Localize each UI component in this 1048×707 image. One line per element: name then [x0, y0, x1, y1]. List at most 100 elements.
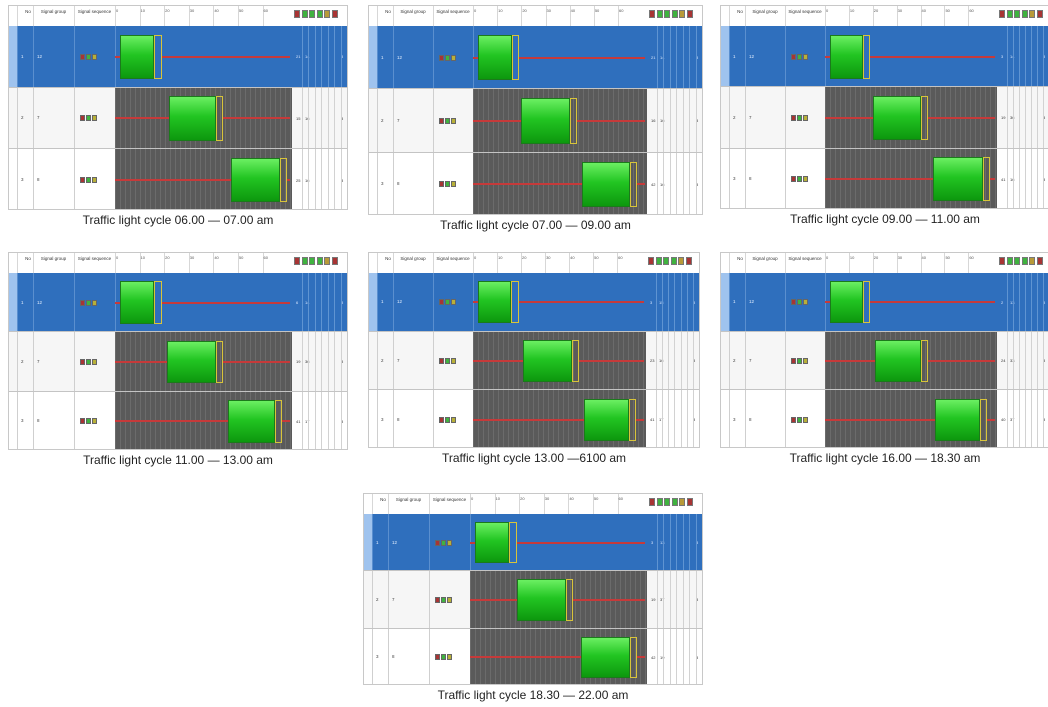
green-phase-block[interactable]: [829, 281, 864, 324]
row-selector[interactable]: [369, 332, 377, 390]
time-tick-label: 0: [474, 8, 477, 13]
duration-value: 16: [1010, 177, 1014, 182]
extra-value: 3: [693, 358, 696, 364]
table-row[interactable]: 2 7 19 37 3: [364, 571, 702, 629]
duration-value: 14: [305, 300, 310, 306]
header-no: No: [25, 9, 31, 14]
green-phase-block[interactable]: [228, 399, 275, 443]
time-tick-label: 50: [238, 8, 244, 13]
green-phase-block[interactable]: [875, 339, 921, 383]
signal-sequence-icon: [80, 177, 97, 184]
amber-phase-block: [565, 579, 574, 621]
offset-value: 23: [650, 358, 655, 364]
time-tick-label: 40: [921, 8, 926, 13]
row-selector[interactable]: [721, 390, 729, 447]
green-phase-block[interactable]: [119, 34, 155, 80]
green-phase-block[interactable]: [477, 281, 512, 324]
green-phase-block[interactable]: [829, 34, 864, 79]
table-row[interactable]: 1 12 3 14 3: [721, 26, 1048, 88]
row-selector[interactable]: [9, 273, 17, 332]
green-phase-block[interactable]: [474, 522, 510, 564]
row-selector[interactable]: [721, 87, 729, 147]
green-phase-block[interactable]: [523, 339, 572, 383]
table-row[interactable]: 3 8 41 17 3: [369, 390, 699, 447]
table-row[interactable]: 2 7 19 36 3: [9, 332, 347, 392]
signal-group-value: 8: [392, 654, 395, 660]
offset-value: 21: [651, 55, 656, 61]
table-row[interactable]: 3 8 40 37 3: [721, 390, 1048, 447]
table-row[interactable]: 3 8 41 16 3: [721, 148, 1048, 208]
duration-value: 13: [660, 540, 665, 546]
row-selector[interactable]: [369, 89, 377, 151]
table-row[interactable]: 1 12 3 15 3: [369, 273, 699, 332]
green-phase-block[interactable]: [583, 398, 630, 441]
row-number: 2: [733, 357, 736, 363]
table-row[interactable]: 1 12 6 14 3: [9, 273, 347, 333]
green-phase-block[interactable]: [169, 96, 216, 141]
green-phase-block[interactable]: [477, 34, 512, 81]
signal-group-value: 7: [397, 357, 400, 363]
header-signal-group: Signal group: [40, 9, 67, 14]
signal-sequence-icon: [435, 596, 452, 603]
green-phase-block[interactable]: [521, 98, 570, 144]
table-row[interactable]: 3 8 41 17 3: [9, 391, 347, 449]
header-signal-sequence: Signal sequence: [788, 256, 822, 261]
time-tick-label: 30: [544, 496, 550, 501]
duration-value: 16: [660, 181, 665, 187]
time-tick-label: 40: [570, 255, 575, 260]
row-selector[interactable]: [721, 26, 729, 87]
row-selector[interactable]: [9, 88, 17, 149]
table-row[interactable]: 1 12 21 14 3: [9, 26, 347, 88]
row-selector[interactable]: [369, 26, 377, 89]
green-phase-block[interactable]: [872, 95, 921, 141]
signal-sequence-icon: [435, 654, 452, 661]
red-phase-bar: [115, 420, 229, 423]
row-selector[interactable]: [9, 26, 17, 87]
table-row[interactable]: 2 7 19 36 3: [721, 87, 1048, 149]
cycle-panel: No Signal group Signal sequence 0 10 20 30 40 50…: [720, 252, 1048, 470]
row-selector[interactable]: [369, 273, 377, 331]
time-tick-label: 60: [618, 255, 623, 260]
green-phase-block[interactable]: [230, 157, 280, 203]
row-selector[interactable]: [364, 571, 372, 627]
table-row[interactable]: 1 12 21 14 3: [369, 26, 702, 90]
table-row[interactable]: 2 7 23 16 3: [369, 331, 699, 391]
time-tick-label: 60: [969, 8, 974, 13]
time-tick-label: 30: [546, 255, 551, 260]
table-row[interactable]: 2 7 16 16 3: [369, 89, 702, 153]
row-selector[interactable]: [9, 392, 17, 449]
row-selector[interactable]: [369, 390, 377, 447]
offset-value: 42: [651, 654, 656, 660]
row-selector[interactable]: [369, 153, 377, 214]
table-row[interactable]: 1 12 2 13 3: [721, 273, 1048, 332]
row-selector[interactable]: [364, 514, 372, 571]
red-phase-bar: [473, 359, 524, 362]
row-number: 1: [733, 53, 736, 59]
table-row[interactable]: 2724333: [721, 331, 1048, 391]
table-row[interactable]: 3 8 42 16 3: [369, 152, 702, 214]
green-phase-block[interactable]: [516, 579, 566, 621]
time-tick-label: 50: [945, 8, 950, 13]
green-phase-block[interactable]: [934, 398, 981, 441]
cycle-caption: Traffic light cycle 07.00 — 09.00 am: [440, 218, 631, 232]
signal-group-value: 8: [37, 177, 40, 183]
time-tick-label: 20: [873, 8, 879, 13]
row-selector[interactable]: [721, 149, 729, 208]
green-phase-block[interactable]: [166, 340, 216, 384]
green-phase-block[interactable]: [119, 281, 155, 325]
cycle-panel: No Signal group Signal sequence 0 10 20 30 40 50…: [8, 5, 348, 232]
row-selector[interactable]: [721, 332, 729, 390]
red-phase-bar: [870, 301, 995, 304]
row-selector[interactable]: [364, 629, 372, 684]
table-row[interactable]: 3 8 25 16 3: [9, 149, 347, 209]
row-selector[interactable]: [721, 273, 729, 331]
table-row[interactable]: 3 8 42 19 3: [364, 628, 702, 684]
row-selector[interactable]: [9, 149, 17, 209]
table-row[interactable]: 1 12 3 13 3: [364, 514, 702, 572]
time-tick-label: 0: [116, 255, 119, 260]
green-phase-block[interactable]: [581, 161, 631, 208]
green-phase-block[interactable]: [580, 636, 630, 678]
row-selector[interactable]: [9, 332, 17, 390]
green-phase-block[interactable]: [932, 157, 983, 202]
table-row[interactable]: 2 7 15 16 3: [9, 87, 347, 150]
